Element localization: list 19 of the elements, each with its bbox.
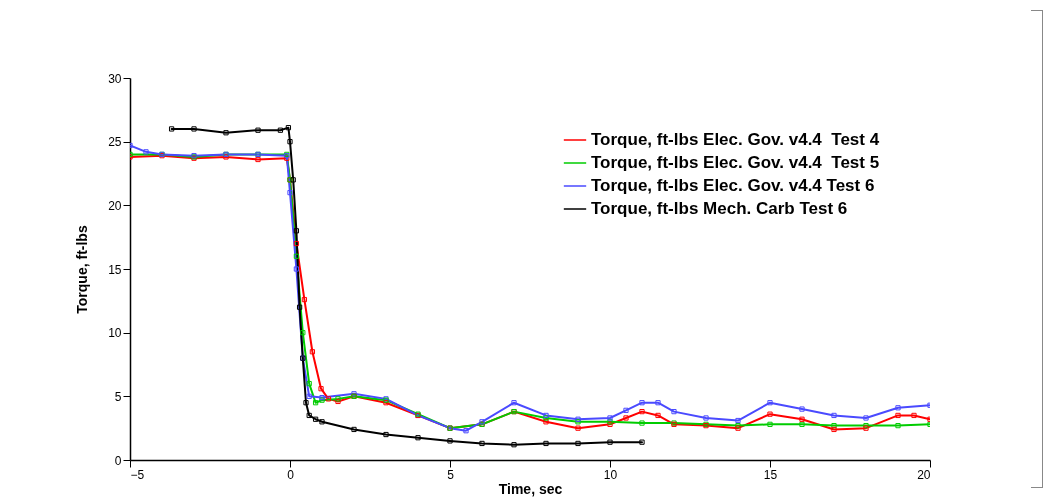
y-tick-label: 15 [108, 262, 122, 277]
x-tick-label: 20 [917, 467, 931, 482]
x-axis-title: Time, sec [498, 480, 563, 497]
y-axis-title: Torque, ft-lbs [74, 225, 91, 314]
y-tick-label: 0 [114, 453, 122, 468]
x-tick-label: −5 [130, 467, 145, 482]
y-tick-label: 25 [108, 135, 122, 150]
legend-label: Torque, ft-lbs Elec. Gov. v4.4 Test 5 [591, 153, 880, 172]
legend-label: Torque, ft-lbs Elec. Gov. v4.4 Test 4 [591, 130, 880, 149]
x-tick-label: 5 [447, 467, 455, 482]
legend-label: Torque, ft-lbs Mech. Carb Test 6 [591, 199, 848, 218]
y-tick-label: 20 [108, 198, 122, 213]
x-tick-label: 10 [603, 467, 618, 482]
y-tick-label: 30 [108, 71, 122, 86]
x-tick-label: 15 [763, 467, 778, 482]
y-tick-label: 10 [108, 326, 122, 341]
y-tick-label: 5 [114, 389, 122, 404]
x-tick-label: 0 [287, 467, 295, 482]
legend-label: Torque, ft-lbs Elec. Gov. v4.4 Test 6 [591, 176, 875, 195]
